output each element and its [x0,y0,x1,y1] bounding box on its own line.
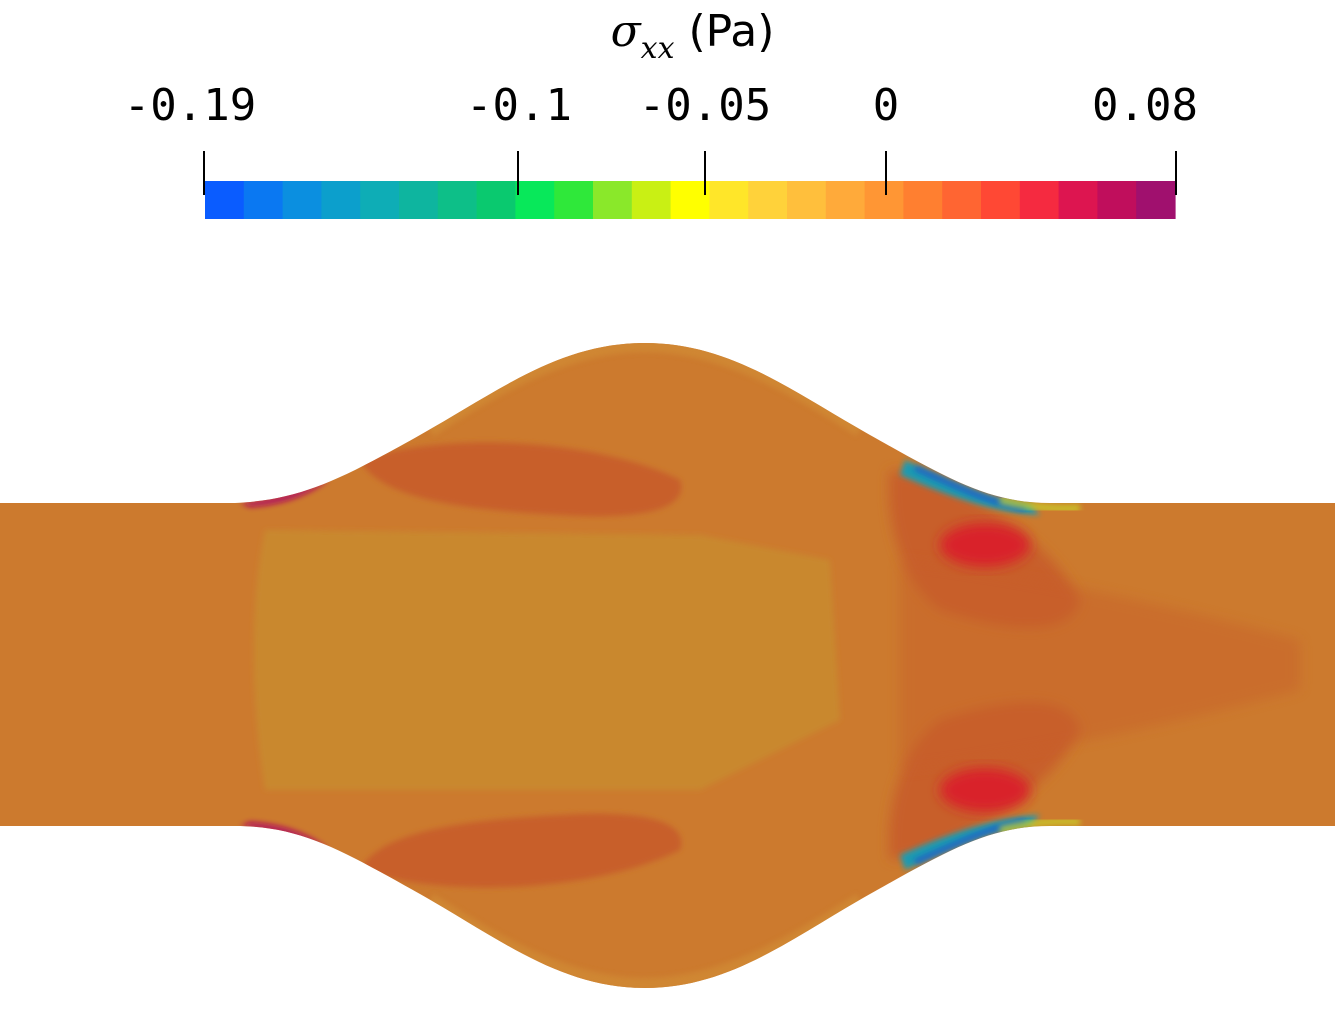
colorbar-tick-label: -0.1 [466,80,572,131]
colorbar-swatch [942,181,982,219]
colorbar-swatch [748,181,788,219]
colorbar-swatch [903,181,943,219]
colorbar-swatch [1097,181,1137,219]
colorbar-swatch [1058,181,1098,219]
colorbar-swatch [1136,181,1176,219]
colorbar-ticks [203,151,1177,195]
colorbar-swatch [631,181,672,219]
colorbar-tick-label: 0 [872,80,900,131]
colorbar-swatch [787,181,827,219]
colorbar-tick-label: 0.08 [1092,80,1198,131]
field-hotspot-lower [940,768,1030,812]
colorbar-swatch [399,181,439,219]
field-left-corner-upper [240,478,330,507]
colorbar-swatch [282,181,322,219]
colorbar-tick-label: -0.19 [123,80,257,131]
colorbar-swatch [205,181,245,219]
colorbar-swatch [515,181,555,219]
colorbar-swatch [670,181,710,219]
colorbar-swatch [981,181,1021,219]
colorbar-symbol: σ [610,6,641,57]
colorbar-title: σxx (Pa) [0,4,1335,66]
field-lower-band [360,813,682,888]
colorbar-swatch [709,181,749,219]
colorbar-swatch [437,181,478,219]
colorbar [203,151,1177,219]
colorbar-subscript: xx [640,31,675,66]
field-left-corner-lower [240,822,330,851]
colorbar-swatch [825,181,866,219]
colorbar-unit: (Pa) [688,6,775,57]
colorbar-swatch [1019,181,1060,219]
colorbar-tick-label: -0.05 [638,80,772,131]
colorbar-swatch [864,181,904,219]
colorbar-swatches [205,181,1176,219]
colorbar-swatch [554,181,594,219]
colorbar-swatch [321,181,361,219]
field-core-region [253,530,840,790]
colorbar-swatch [476,181,516,219]
colorbar-swatch [360,181,400,219]
colorbar-swatch [593,181,633,219]
field-transition-lower [999,817,1081,834]
field-upper-band [360,442,682,517]
field-transition-upper [999,496,1081,513]
field-right-wedge [900,560,1300,770]
colorbar-swatch [243,181,284,219]
field-hotspot-upper [940,523,1030,567]
